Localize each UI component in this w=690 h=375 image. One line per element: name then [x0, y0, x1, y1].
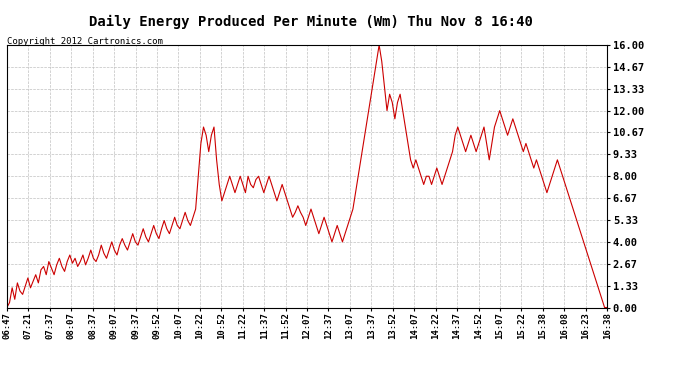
Text: Copyright 2012 Cartronics.com: Copyright 2012 Cartronics.com	[7, 38, 163, 46]
Text: Daily Energy Produced Per Minute (Wm) Thu Nov 8 16:40: Daily Energy Produced Per Minute (Wm) Th…	[88, 15, 533, 29]
Text: Power Produced (watts/minute): Power Produced (watts/minute)	[440, 36, 595, 45]
